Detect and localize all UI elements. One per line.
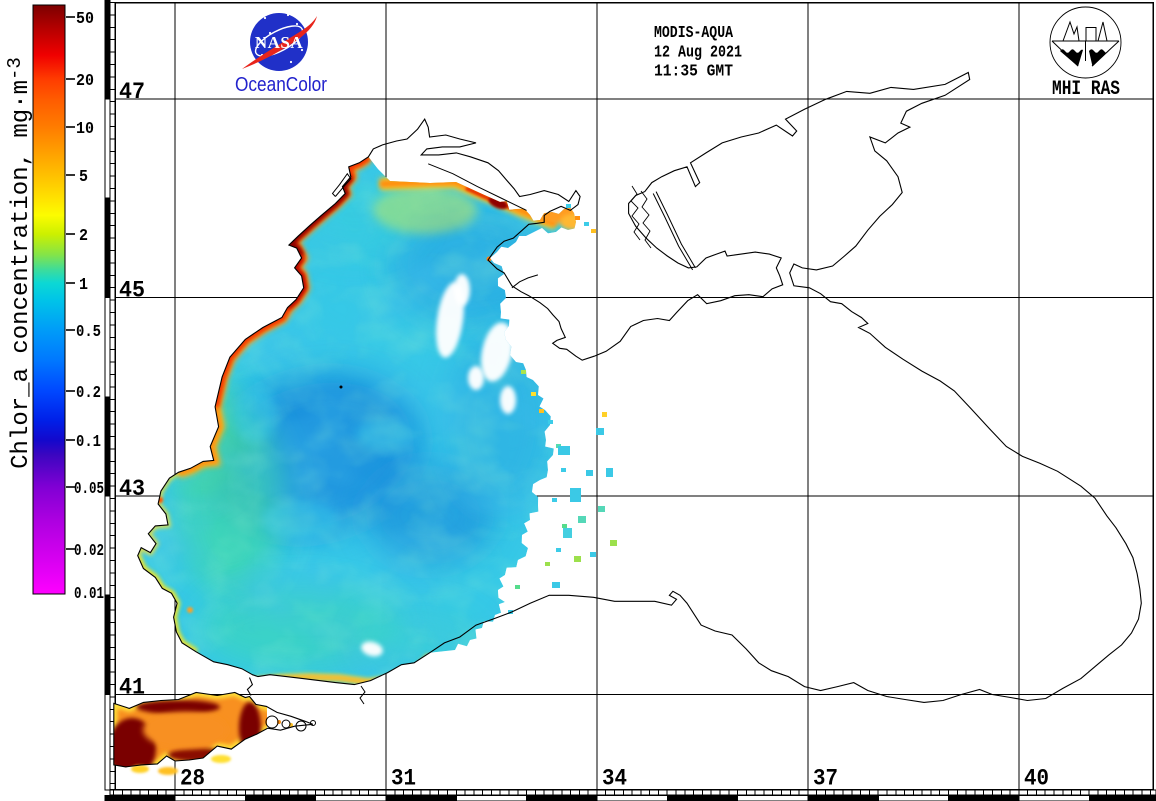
svg-text:41: 41	[119, 675, 145, 701]
svg-text:0.5: 0.5	[76, 323, 101, 342]
svg-text:0.05: 0.05	[74, 480, 104, 499]
svg-text:1: 1	[79, 276, 88, 295]
svg-text:MHI RAS: MHI RAS	[1052, 78, 1120, 101]
svg-text:50: 50	[76, 10, 94, 29]
svg-text:45: 45	[119, 278, 145, 304]
svg-text:MODIS-AQUA: MODIS-AQUA	[654, 23, 733, 42]
svg-text:47: 47	[119, 79, 145, 105]
svg-text:0.1: 0.1	[76, 433, 101, 452]
svg-text:0.2: 0.2	[76, 384, 101, 403]
svg-text:0.01: 0.01	[74, 585, 104, 604]
svg-text:2: 2	[79, 227, 88, 246]
svg-text:43: 43	[119, 476, 145, 502]
svg-text:34: 34	[602, 766, 627, 792]
svg-text:11:35 GMT: 11:35 GMT	[654, 62, 733, 81]
svg-text:10: 10	[76, 120, 94, 139]
svg-text:31: 31	[391, 766, 416, 792]
svg-text:40: 40	[1024, 766, 1049, 792]
svg-text:28: 28	[180, 766, 205, 792]
svg-text:OceanColor: OceanColor	[235, 74, 327, 96]
svg-text:37: 37	[813, 766, 838, 792]
svg-text:0.02: 0.02	[74, 542, 104, 561]
svg-text:12 Aug 2021: 12 Aug 2021	[654, 43, 742, 62]
svg-text:5: 5	[79, 168, 88, 187]
svg-text:NASA: NASA	[255, 33, 304, 52]
svg-text:20: 20	[76, 72, 94, 91]
svg-text:Chlor_a concentration, mg·m-3: Chlor_a concentration, mg·m-3	[4, 57, 35, 469]
